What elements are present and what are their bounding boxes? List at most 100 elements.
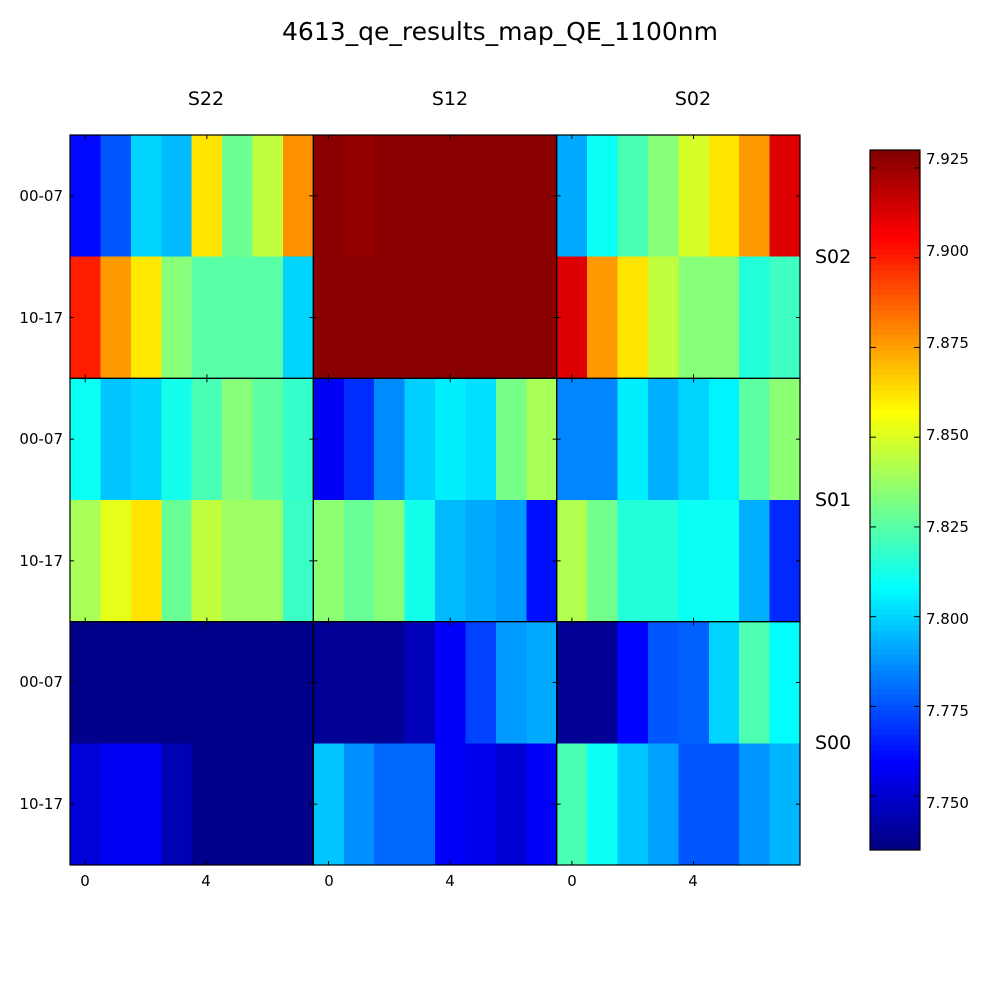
- colorbar-segment: [870, 605, 920, 611]
- heatmap-cell: [191, 135, 223, 258]
- heatmap-cell: [526, 256, 558, 379]
- heatmap-cell: [739, 135, 771, 258]
- colorbar-segment: [870, 785, 920, 791]
- colorbar-segment: [870, 190, 920, 196]
- colorbar-segment: [870, 425, 920, 431]
- heatmap-cell: [708, 378, 740, 501]
- colorbar-segment: [870, 365, 920, 371]
- heatmap-cell: [708, 743, 740, 866]
- heatmap-cell: [617, 621, 649, 744]
- heatmap-cell: [70, 135, 102, 258]
- heatmap-cell: [678, 378, 710, 501]
- heatmap-cell: [100, 500, 132, 623]
- colorbar-segment: [870, 240, 920, 246]
- heatmap-cell: [617, 135, 649, 258]
- panel-frames: [69, 134, 801, 866]
- colorbar-segment: [870, 550, 920, 556]
- heatmap-cell: [191, 500, 223, 623]
- colorbar-segment: [870, 830, 920, 836]
- colorbar-segment: [870, 675, 920, 681]
- heatmap-cell: [313, 256, 345, 379]
- heatmap-cell: [647, 256, 679, 379]
- colorbar-tick-label: 7.775: [926, 702, 969, 720]
- heatmap-cell: [435, 500, 467, 623]
- heatmap-cell: [282, 743, 314, 866]
- colorbar-segment: [870, 470, 920, 476]
- colorbar-segment: [870, 180, 920, 186]
- colorbar-segment: [870, 415, 920, 421]
- heatmap-cell: [252, 256, 284, 379]
- heatmap-cell: [70, 256, 102, 379]
- colorbar-segment: [870, 320, 920, 326]
- column-tick-label: 4: [445, 872, 455, 890]
- heatmap-cell: [282, 500, 314, 623]
- heatmap-cell: [161, 378, 193, 501]
- heatmap-cell: [739, 743, 771, 866]
- colorbar-segment: [870, 625, 920, 631]
- column-group-label: S02: [675, 88, 711, 110]
- colorbar-segment: [870, 155, 920, 161]
- colorbar-segment: [870, 315, 920, 321]
- heatmap-cell: [313, 621, 345, 744]
- heatmap-cell: [282, 256, 314, 379]
- colorbar-segment: [870, 270, 920, 276]
- column-tick-label: 4: [201, 872, 211, 890]
- colorbar-segment: [870, 780, 920, 786]
- colorbar-segment: [870, 235, 920, 241]
- heatmap-cell: [526, 378, 558, 501]
- colorbar-segment: [870, 645, 920, 651]
- row-group-label: S02: [815, 246, 851, 268]
- colorbar-segment: [870, 595, 920, 601]
- heatmap-cell: [556, 135, 588, 258]
- colorbar-segment: [870, 250, 920, 256]
- column-tick-label: 0: [324, 872, 334, 890]
- colorbar-segment: [870, 215, 920, 221]
- heatmap-cell: [556, 256, 588, 379]
- colorbar-segment: [870, 710, 920, 716]
- heatmap-cell: [374, 743, 406, 866]
- colorbar-segment: [870, 225, 920, 231]
- colorbar-segment: [870, 845, 920, 851]
- colorbar-segment: [870, 760, 920, 766]
- heatmap-cell: [161, 135, 193, 258]
- heatmap-cell: [617, 378, 649, 501]
- heatmap-cell: [343, 743, 375, 866]
- colorbar-segment: [870, 355, 920, 361]
- heatmap-cell: [587, 256, 619, 379]
- colorbar-segment: [870, 590, 920, 596]
- heatmap-cell: [374, 256, 406, 379]
- colorbar-segment: [870, 210, 920, 216]
- colorbar-segment: [870, 385, 920, 391]
- colorbar-segment: [870, 480, 920, 486]
- colorbar-frame: [869, 149, 921, 851]
- heatmap-cell: [222, 378, 254, 501]
- heatmap-cell: [343, 378, 375, 501]
- colorbar-segment: [870, 400, 920, 406]
- heatmap-cell: [647, 621, 679, 744]
- row-tick-label: 00-07: [19, 430, 63, 448]
- colorbar-segment: [870, 755, 920, 761]
- colorbar-tick-label: 7.850: [926, 426, 969, 444]
- colorbar-segment: [870, 375, 920, 381]
- row-tick-label: 10-17: [19, 309, 63, 327]
- heatmap-cell: [100, 256, 132, 379]
- colorbar-segment: [870, 150, 920, 156]
- heatmap-cell: [313, 135, 345, 258]
- panel-frame: [556, 621, 801, 866]
- colorbar-segment: [870, 455, 920, 461]
- heatmap-cell: [678, 621, 710, 744]
- colorbar-segment: [870, 495, 920, 501]
- colorbar-segment: [870, 255, 920, 261]
- colorbar-segment: [870, 540, 920, 546]
- colorbar-segment: [870, 350, 920, 356]
- colorbar-segment: [870, 410, 920, 416]
- heatmap-cell: [587, 500, 619, 623]
- colorbar-segment: [870, 665, 920, 671]
- colorbar-segment: [870, 285, 920, 291]
- heatmap-cell: [252, 135, 284, 258]
- colorbar-tick-label: 7.875: [926, 334, 969, 352]
- heatmap-cell: [556, 378, 588, 501]
- colorbar-segment: [870, 300, 920, 306]
- colorbar-segment: [870, 530, 920, 536]
- heatmap-cell: [587, 621, 619, 744]
